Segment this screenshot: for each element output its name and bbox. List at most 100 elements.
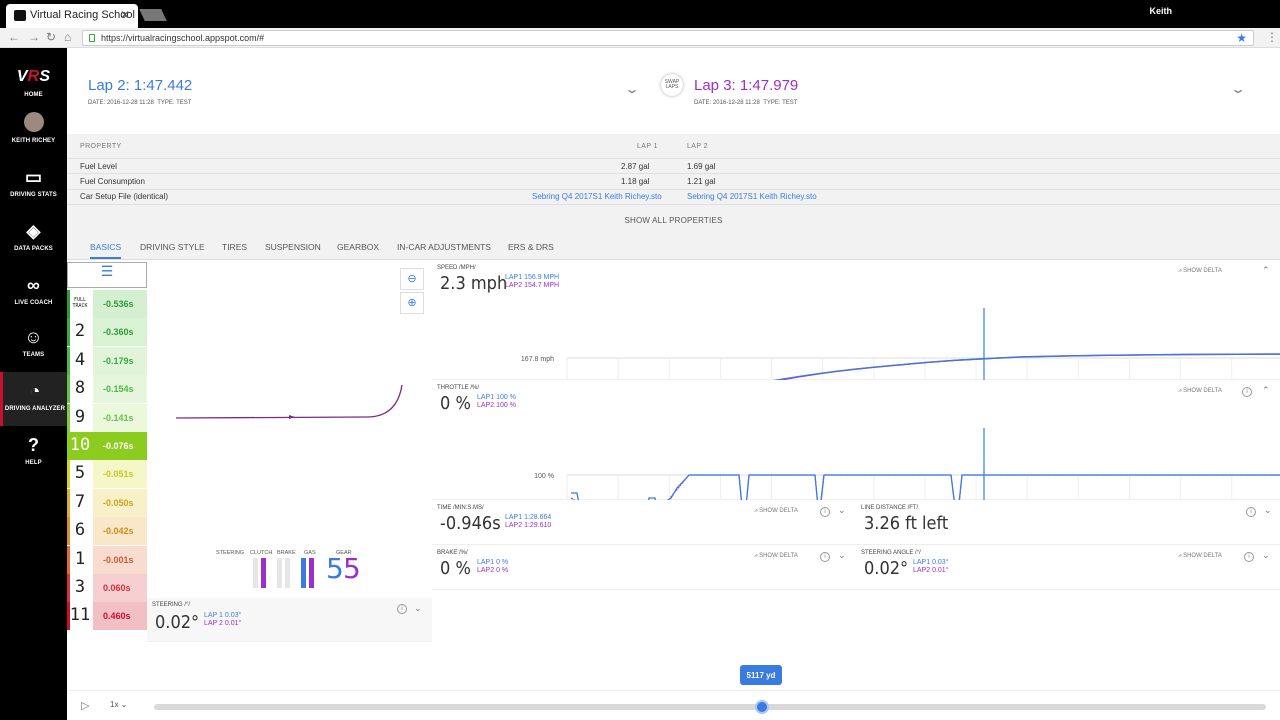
throttle-chart[interactable]: 100 %0 %4600yd4800yd5000yd5200yd5400yd56… <box>499 428 1280 508</box>
sidebar-item-data-packs[interactable]: ◈ DATA PACKS <box>0 220 67 252</box>
collapse-icon[interactable]: ⌃ <box>1262 265 1270 275</box>
browser-user[interactable]: Keith <box>1149 6 1173 16</box>
tab-suspension[interactable]: SUSPENSION <box>265 242 321 252</box>
track-map[interactable] <box>167 380 417 440</box>
tab-basics[interactable]: BASICS <box>90 242 122 259</box>
tab-driving-style[interactable]: DRIVING STYLE <box>140 242 205 252</box>
glasses-icon: ∞ <box>27 275 40 295</box>
segment-row[interactable]: 4 -0.179s <box>67 346 147 375</box>
chevron-down-icon[interactable]: ⌄ <box>838 550 846 560</box>
show-delta-button[interactable]: ⩘ SHOW DELTA <box>754 508 798 514</box>
chevron-down-icon[interactable]: ⌄ <box>414 603 422 613</box>
back-icon[interactable]: ← <box>8 30 20 44</box>
segment-color-bar <box>67 290 70 318</box>
zoom-out-button[interactable]: ⊖ <box>400 268 424 290</box>
sort-segments-button[interactable]: ☰ <box>67 262 147 288</box>
browser-tab[interactable]: Virtual Racing School ✕ <box>6 4 138 28</box>
info-icon[interactable]: i <box>1242 387 1252 397</box>
segment-delta: 0.060s <box>93 574 147 602</box>
collapse-icon[interactable]: ⌃ <box>1262 385 1270 395</box>
segment-row[interactable]: 6 -0.042s <box>67 517 147 546</box>
segment-number: FULL TRACK <box>67 290 93 318</box>
playback-slider[interactable] <box>154 704 1266 710</box>
layers-icon: ◈ <box>26 221 41 241</box>
segment-delta: -0.001s <box>93 545 147 574</box>
steering-value: 0.02° <box>155 612 200 633</box>
segment-number: 9 <box>67 403 93 432</box>
show-all-properties-button[interactable]: SHOW ALL PROPERTIES <box>624 216 723 225</box>
segment-row[interactable]: 2 -0.360s <box>67 318 147 347</box>
segment-full-track[interactable]: FULL TRACK -0.536s <box>67 290 147 318</box>
segment-color-bar <box>67 403 70 432</box>
sidebar-item-label: HELP <box>25 460 42 466</box>
brake-panel: BRAKE /%/ 0 % LAP1 0 % LAP2 0 % ⩘ SHOW D… <box>432 545 856 590</box>
setup-file-link-lap2[interactable]: Sebring Q4 2017S1 Keith Richey.sto <box>687 192 817 201</box>
lap-a-dropdown-icon[interactable]: ⌄ <box>623 82 641 96</box>
menu-icon[interactable]: ⋮ <box>1266 30 1278 44</box>
segment-color-bar <box>67 460 70 489</box>
tab-tires[interactable]: TIRES <box>222 242 248 252</box>
sidebar-item-home[interactable]: VRS HOME <box>0 66 67 98</box>
info-icon[interactable]: i <box>1244 552 1254 562</box>
segment-row[interactable]: 11 0.460s <box>67 602 147 631</box>
segment-row[interactable]: 3 0.060s <box>67 574 147 602</box>
clutch-bar-lap1 <box>253 558 258 588</box>
close-tab-icon[interactable]: ✕ <box>119 8 130 22</box>
info-icon[interactable]: i <box>820 552 830 562</box>
sidebar-item-profile[interactable]: KEITH RICHEY <box>0 112 67 144</box>
segment-row[interactable]: 5 -0.051s <box>67 460 147 489</box>
track-panel: ☰ FULL TRACK -0.536s 2 -0.360s 4 -0.179s 8 -0.1… <box>67 260 432 692</box>
reload-icon[interactable]: ↻ <box>46 30 57 44</box>
chevron-down-icon[interactable]: ⌄ <box>838 505 846 515</box>
home-icon[interactable]: ⌂ <box>64 30 72 44</box>
show-delta-button[interactable]: ⩘ SHOW DELTA <box>1178 388 1222 394</box>
play-icon[interactable]: ▷ <box>81 700 90 712</box>
sidebar-item-label: TEAMS <box>22 352 45 358</box>
help-icon: ? <box>27 435 40 455</box>
forward-icon[interactable]: → <box>28 30 40 44</box>
sidebar-item-driving-analyzer[interactable]: ◔ DRIVING ANALYZER <box>0 372 67 426</box>
lap-a-meta: DATE: 2016-12-28 11:28 TYPE: TEST <box>88 100 192 106</box>
line-distance-panel: LINE DISTANCE /FT/ 3.26 ft left i ⌄ <box>856 500 1280 545</box>
chevron-down-icon[interactable]: ⌄ <box>1264 505 1272 515</box>
segment-row[interactable]: 8 -0.154s <box>67 375 147 404</box>
url-field[interactable]: https://virtualracingschool.appspot.com/… <box>82 30 1254 46</box>
steering-angle-value: 0.02° <box>864 558 909 579</box>
show-delta-button[interactable]: ⩘ SHOW DELTA <box>1178 553 1222 559</box>
tab-gearbox[interactable]: GEARBOX <box>337 242 380 252</box>
sidebar-item-live-coach[interactable]: ∞ LIVE COACH <box>0 274 67 306</box>
new-tab-button[interactable] <box>139 9 167 21</box>
sidebar-item-teams[interactable]: ☺ TEAMS <box>0 326 67 358</box>
sidebar: VRS HOME KEITH RICHEY ▭ DRIVING STATS ◈ … <box>0 48 67 720</box>
show-delta-button[interactable]: ⩘ SHOW DELTA <box>1178 268 1222 274</box>
info-icon[interactable]: i <box>820 507 830 517</box>
segment-number: 11 <box>67 602 93 631</box>
segment-row[interactable]: 1 -0.001s <box>67 545 147 574</box>
segment-number: 3 <box>67 574 93 602</box>
tab-ers-drs[interactable]: ERS & DRS <box>508 242 554 252</box>
bookmark-star-icon[interactable]: ★ <box>1236 31 1247 45</box>
speed-chart-panel: SPEED /MPH/ 2.3 mph LAP1 156.9 MPH LAP2 … <box>432 260 1280 380</box>
segment-delta: -0.050s <box>93 488 147 517</box>
segment-row[interactable]: 7 -0.050s <box>67 488 147 517</box>
lap-b-dropdown-icon[interactable]: ⌄ <box>1229 82 1247 96</box>
setup-file-link-lap1[interactable]: Sebring Q4 2017S1 Keith Richey.sto <box>532 192 662 201</box>
lap-b-title: Lap 3: 1:47.979 <box>694 77 799 94</box>
segment-number: 6 <box>67 517 93 546</box>
zoom-in-button[interactable]: ⊕ <box>400 292 424 314</box>
chevron-down-icon[interactable]: ⌄ <box>1262 550 1270 560</box>
people-icon: ☺ <box>24 327 43 347</box>
segment-row[interactable]: 9 -0.141s <box>67 403 147 432</box>
playback-speed-select[interactable]: 1x ⌄ <box>110 700 128 709</box>
speed-chart[interactable]: 167.8 mph111.8 mph4600yd4800yd5000yd5200… <box>499 308 1280 388</box>
lap-b-header: Lap 3: 1:47.979 DATE: 2016-12-28 11:28 T… <box>673 48 1280 134</box>
tab-in-car-adjustments[interactable]: IN-CAR ADJUSTMENTS <box>397 242 491 252</box>
sidebar-item-help[interactable]: ? HELP <box>0 434 67 466</box>
sidebar-item-driving-stats[interactable]: ▭ DRIVING STATS <box>0 166 67 198</box>
info-icon[interactable]: i <box>397 604 407 614</box>
swap-laps-button[interactable]: SWAP LAPS <box>661 74 683 96</box>
info-icon[interactable]: i <box>1246 507 1256 517</box>
playback-slider-handle[interactable] <box>755 700 769 714</box>
show-delta-button[interactable]: ⩘ SHOW DELTA <box>754 553 798 559</box>
segment-row[interactable]: 10 -0.076s <box>67 432 147 460</box>
